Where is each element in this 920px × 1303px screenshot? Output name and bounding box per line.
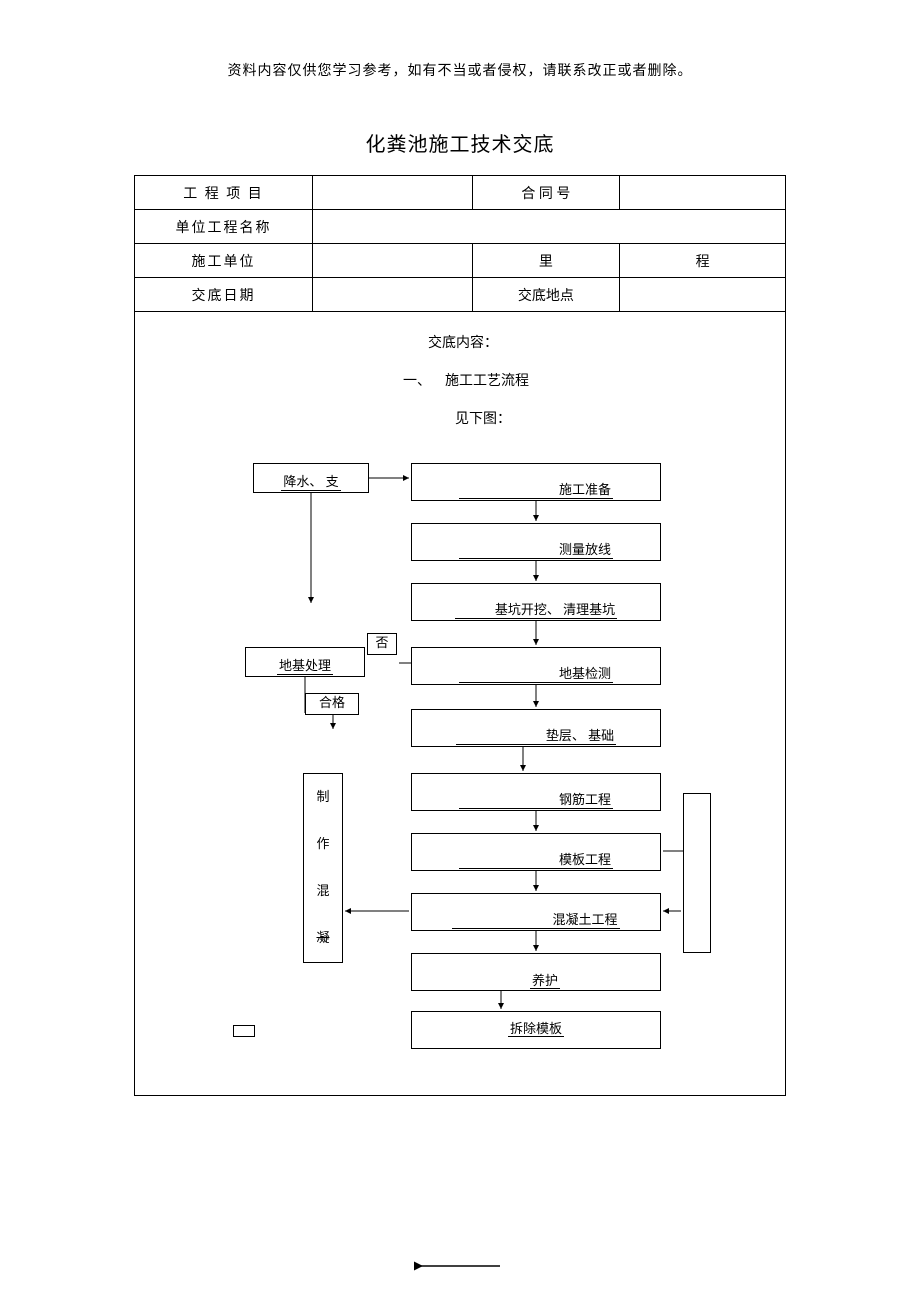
cell-project-label: 工 程 项 目 xyxy=(135,176,313,210)
label-excavate: 基坑开挖、 清理基坑 xyxy=(455,602,617,620)
content-head: 交底内容： xyxy=(183,332,743,356)
box-right-tall xyxy=(683,793,711,953)
box-ok: 合格 xyxy=(305,693,359,715)
label-formwork: 模板工程 xyxy=(459,852,613,870)
cell-li: 里 xyxy=(472,244,620,278)
box-small-bl xyxy=(233,1025,255,1037)
cell-contract-value xyxy=(620,176,786,210)
box-dewatering: 降水、 支 xyxy=(253,463,369,493)
cell-project-value xyxy=(312,176,472,210)
box-vert-left: 制 作 混 凝 xyxy=(303,773,343,963)
cell-company-label: 施工单位 xyxy=(135,244,313,278)
box-formwork: 模板工程 xyxy=(411,833,661,871)
box-remove-form: 拆除模板 xyxy=(411,1011,661,1049)
cell-unit-label: 单位工程名称 xyxy=(135,210,313,244)
section-1: 一、 施工工艺流程 xyxy=(183,370,743,394)
cell-contract-label: 合 同 号 xyxy=(472,176,620,210)
box-excavate: 基坑开挖、 清理基坑 xyxy=(411,583,661,621)
info-table: 工 程 项 目 合 同 号 单位工程名称 施工单位 里 程 交底日期 交底地点 … xyxy=(134,175,786,1096)
label-foundation-test: 地基检测 xyxy=(459,666,613,684)
label-dewatering: 降水、 支 xyxy=(281,474,340,492)
box-curing: 养护 xyxy=(411,953,661,991)
cell-date-label: 交底日期 xyxy=(135,278,313,312)
box-foundation-test: 地基检测 xyxy=(411,647,661,685)
box-concrete: 混凝土工程 xyxy=(411,893,661,931)
content-cell: 交底内容： 一、 施工工艺流程 见下图： 降水、 支 施工准备 测量放线 xyxy=(135,312,786,1096)
label-prep: 施工准备 xyxy=(459,482,613,500)
disclaimer-text: 资料内容仅供您学习参考，如有不当或者侵权，请联系改正或者删除。 xyxy=(0,0,920,80)
cell-company-value xyxy=(312,244,472,278)
cell-date-value xyxy=(312,278,472,312)
cell-place-value xyxy=(620,278,786,312)
box-prep: 施工准备 xyxy=(411,463,661,501)
label-v3: 混 xyxy=(314,883,331,900)
page-title: 化粪池施工技术交底 xyxy=(0,80,920,157)
cell-place-label: 交底地点 xyxy=(472,278,620,312)
label-no: 否 xyxy=(373,635,390,652)
label-remove-form: 拆除模板 xyxy=(508,1021,564,1037)
label-v2: 作 xyxy=(314,836,331,853)
flowchart: 降水、 支 施工准备 测量放线 基坑开挖、 清理基坑 地基处理 xyxy=(183,453,743,1093)
see-below: 见下图： xyxy=(183,408,743,432)
box-rebar: 钢筋工程 xyxy=(411,773,661,811)
box-foundation-treat: 地基处理 xyxy=(245,647,365,677)
box-no: 否 xyxy=(367,633,397,655)
label-foundation-treat: 地基处理 xyxy=(277,658,333,676)
label-survey: 测量放线 xyxy=(459,542,613,560)
label-rebar: 钢筋工程 xyxy=(459,792,613,810)
cell-unit-value xyxy=(312,210,785,244)
label-curing: 养护 xyxy=(530,973,560,989)
label-ok: 合格 xyxy=(317,695,347,712)
box-cushion: 垫层、 基础 xyxy=(411,709,661,747)
footer-arrow xyxy=(410,1259,510,1273)
label-cushion: 垫层、 基础 xyxy=(456,728,616,746)
label-v4: 凝 xyxy=(314,930,331,947)
cell-cheng: 程 xyxy=(620,244,786,278)
label-concrete: 混凝土工程 xyxy=(452,912,619,930)
box-survey: 测量放线 xyxy=(411,523,661,561)
label-v1: 制 xyxy=(314,789,331,806)
